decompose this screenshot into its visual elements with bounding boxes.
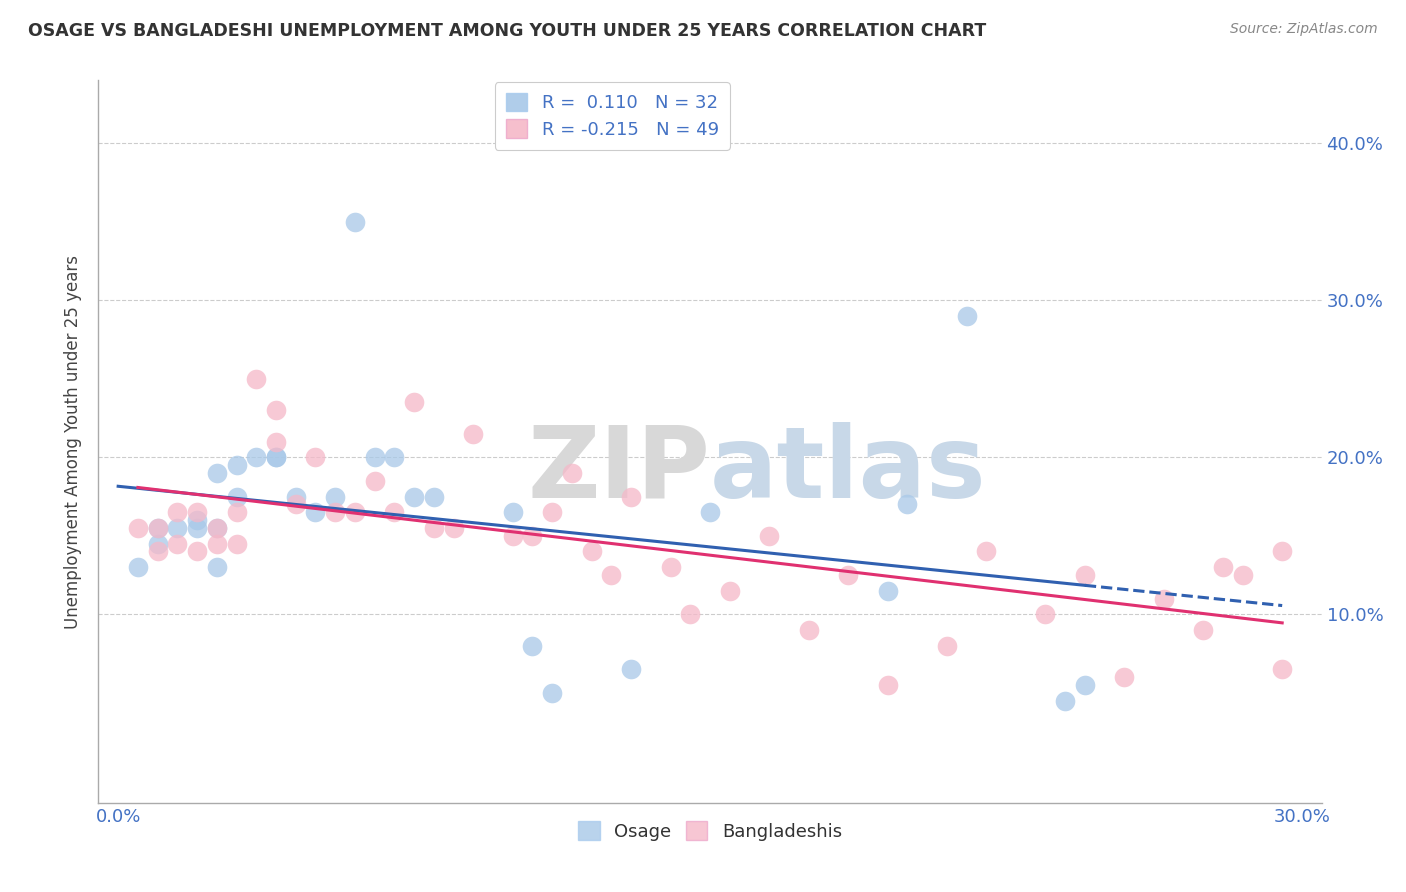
Point [581, 544, 603, 558]
Point [600, 568, 623, 582]
Point [1271, 662, 1294, 676]
Point [264, 434, 287, 449]
Point [522, 529, 544, 543]
Point [205, 521, 228, 535]
Point [502, 529, 524, 543]
Point [955, 309, 977, 323]
Point [186, 513, 208, 527]
Point [1074, 678, 1097, 692]
Point [876, 678, 898, 692]
Point [797, 623, 820, 637]
Point [186, 505, 208, 519]
Point [1114, 670, 1136, 684]
Point [166, 536, 188, 550]
Point [1054, 694, 1077, 708]
Point [166, 521, 188, 535]
Point [620, 662, 643, 676]
Point [146, 521, 169, 535]
Point [264, 450, 287, 465]
Point [146, 544, 169, 558]
Point [225, 458, 247, 472]
Point [304, 505, 326, 519]
Point [166, 505, 188, 519]
Point [225, 505, 247, 519]
Point [443, 521, 465, 535]
Point [1153, 591, 1175, 606]
Point [225, 490, 247, 504]
Point [1074, 568, 1097, 582]
Point [225, 536, 247, 550]
Point [363, 450, 385, 465]
Point [205, 536, 228, 550]
Point [1271, 544, 1294, 558]
Point [186, 521, 208, 535]
Point [522, 639, 544, 653]
Point [404, 490, 426, 504]
Point [205, 521, 228, 535]
Point [363, 474, 385, 488]
Point [1035, 607, 1057, 622]
Point [541, 686, 564, 700]
Point [1212, 560, 1234, 574]
Point [1232, 568, 1254, 582]
Point [423, 490, 446, 504]
Point [186, 544, 208, 558]
Point [382, 450, 405, 465]
Point [245, 450, 267, 465]
Point [127, 521, 149, 535]
Legend: Osage, Bangladeshis: Osage, Bangladeshis [571, 814, 849, 848]
Point [146, 536, 169, 550]
Point [837, 568, 859, 582]
Point [264, 450, 287, 465]
Point [1192, 623, 1215, 637]
Point [423, 521, 446, 535]
Point [659, 560, 682, 574]
Point [245, 372, 267, 386]
Point [304, 450, 326, 465]
Point [679, 607, 702, 622]
Point [205, 466, 228, 480]
Point [974, 544, 997, 558]
Point [935, 639, 957, 653]
Point [323, 490, 346, 504]
Point [699, 505, 721, 519]
Text: atlas: atlas [710, 422, 987, 519]
Point [323, 505, 346, 519]
Point [404, 395, 426, 409]
Point [343, 505, 366, 519]
Point [502, 505, 524, 519]
Point [284, 490, 307, 504]
Point [205, 560, 228, 574]
Point [541, 505, 564, 519]
Point [896, 497, 918, 511]
Point [463, 426, 485, 441]
Point [146, 521, 169, 535]
Point [382, 505, 405, 519]
Point [718, 583, 741, 598]
Point [620, 490, 643, 504]
Point [758, 529, 780, 543]
Point [343, 214, 366, 228]
Text: Source: ZipAtlas.com: Source: ZipAtlas.com [1230, 22, 1378, 37]
Text: OSAGE VS BANGLADESHI UNEMPLOYMENT AMONG YOUTH UNDER 25 YEARS CORRELATION CHART: OSAGE VS BANGLADESHI UNEMPLOYMENT AMONG … [28, 22, 987, 40]
Point [264, 403, 287, 417]
Y-axis label: Unemployment Among Youth under 25 years: Unemployment Among Youth under 25 years [65, 254, 83, 629]
Point [561, 466, 583, 480]
Point [284, 497, 307, 511]
Point [876, 583, 898, 598]
Point [127, 560, 149, 574]
Text: ZIP: ZIP [527, 422, 710, 519]
